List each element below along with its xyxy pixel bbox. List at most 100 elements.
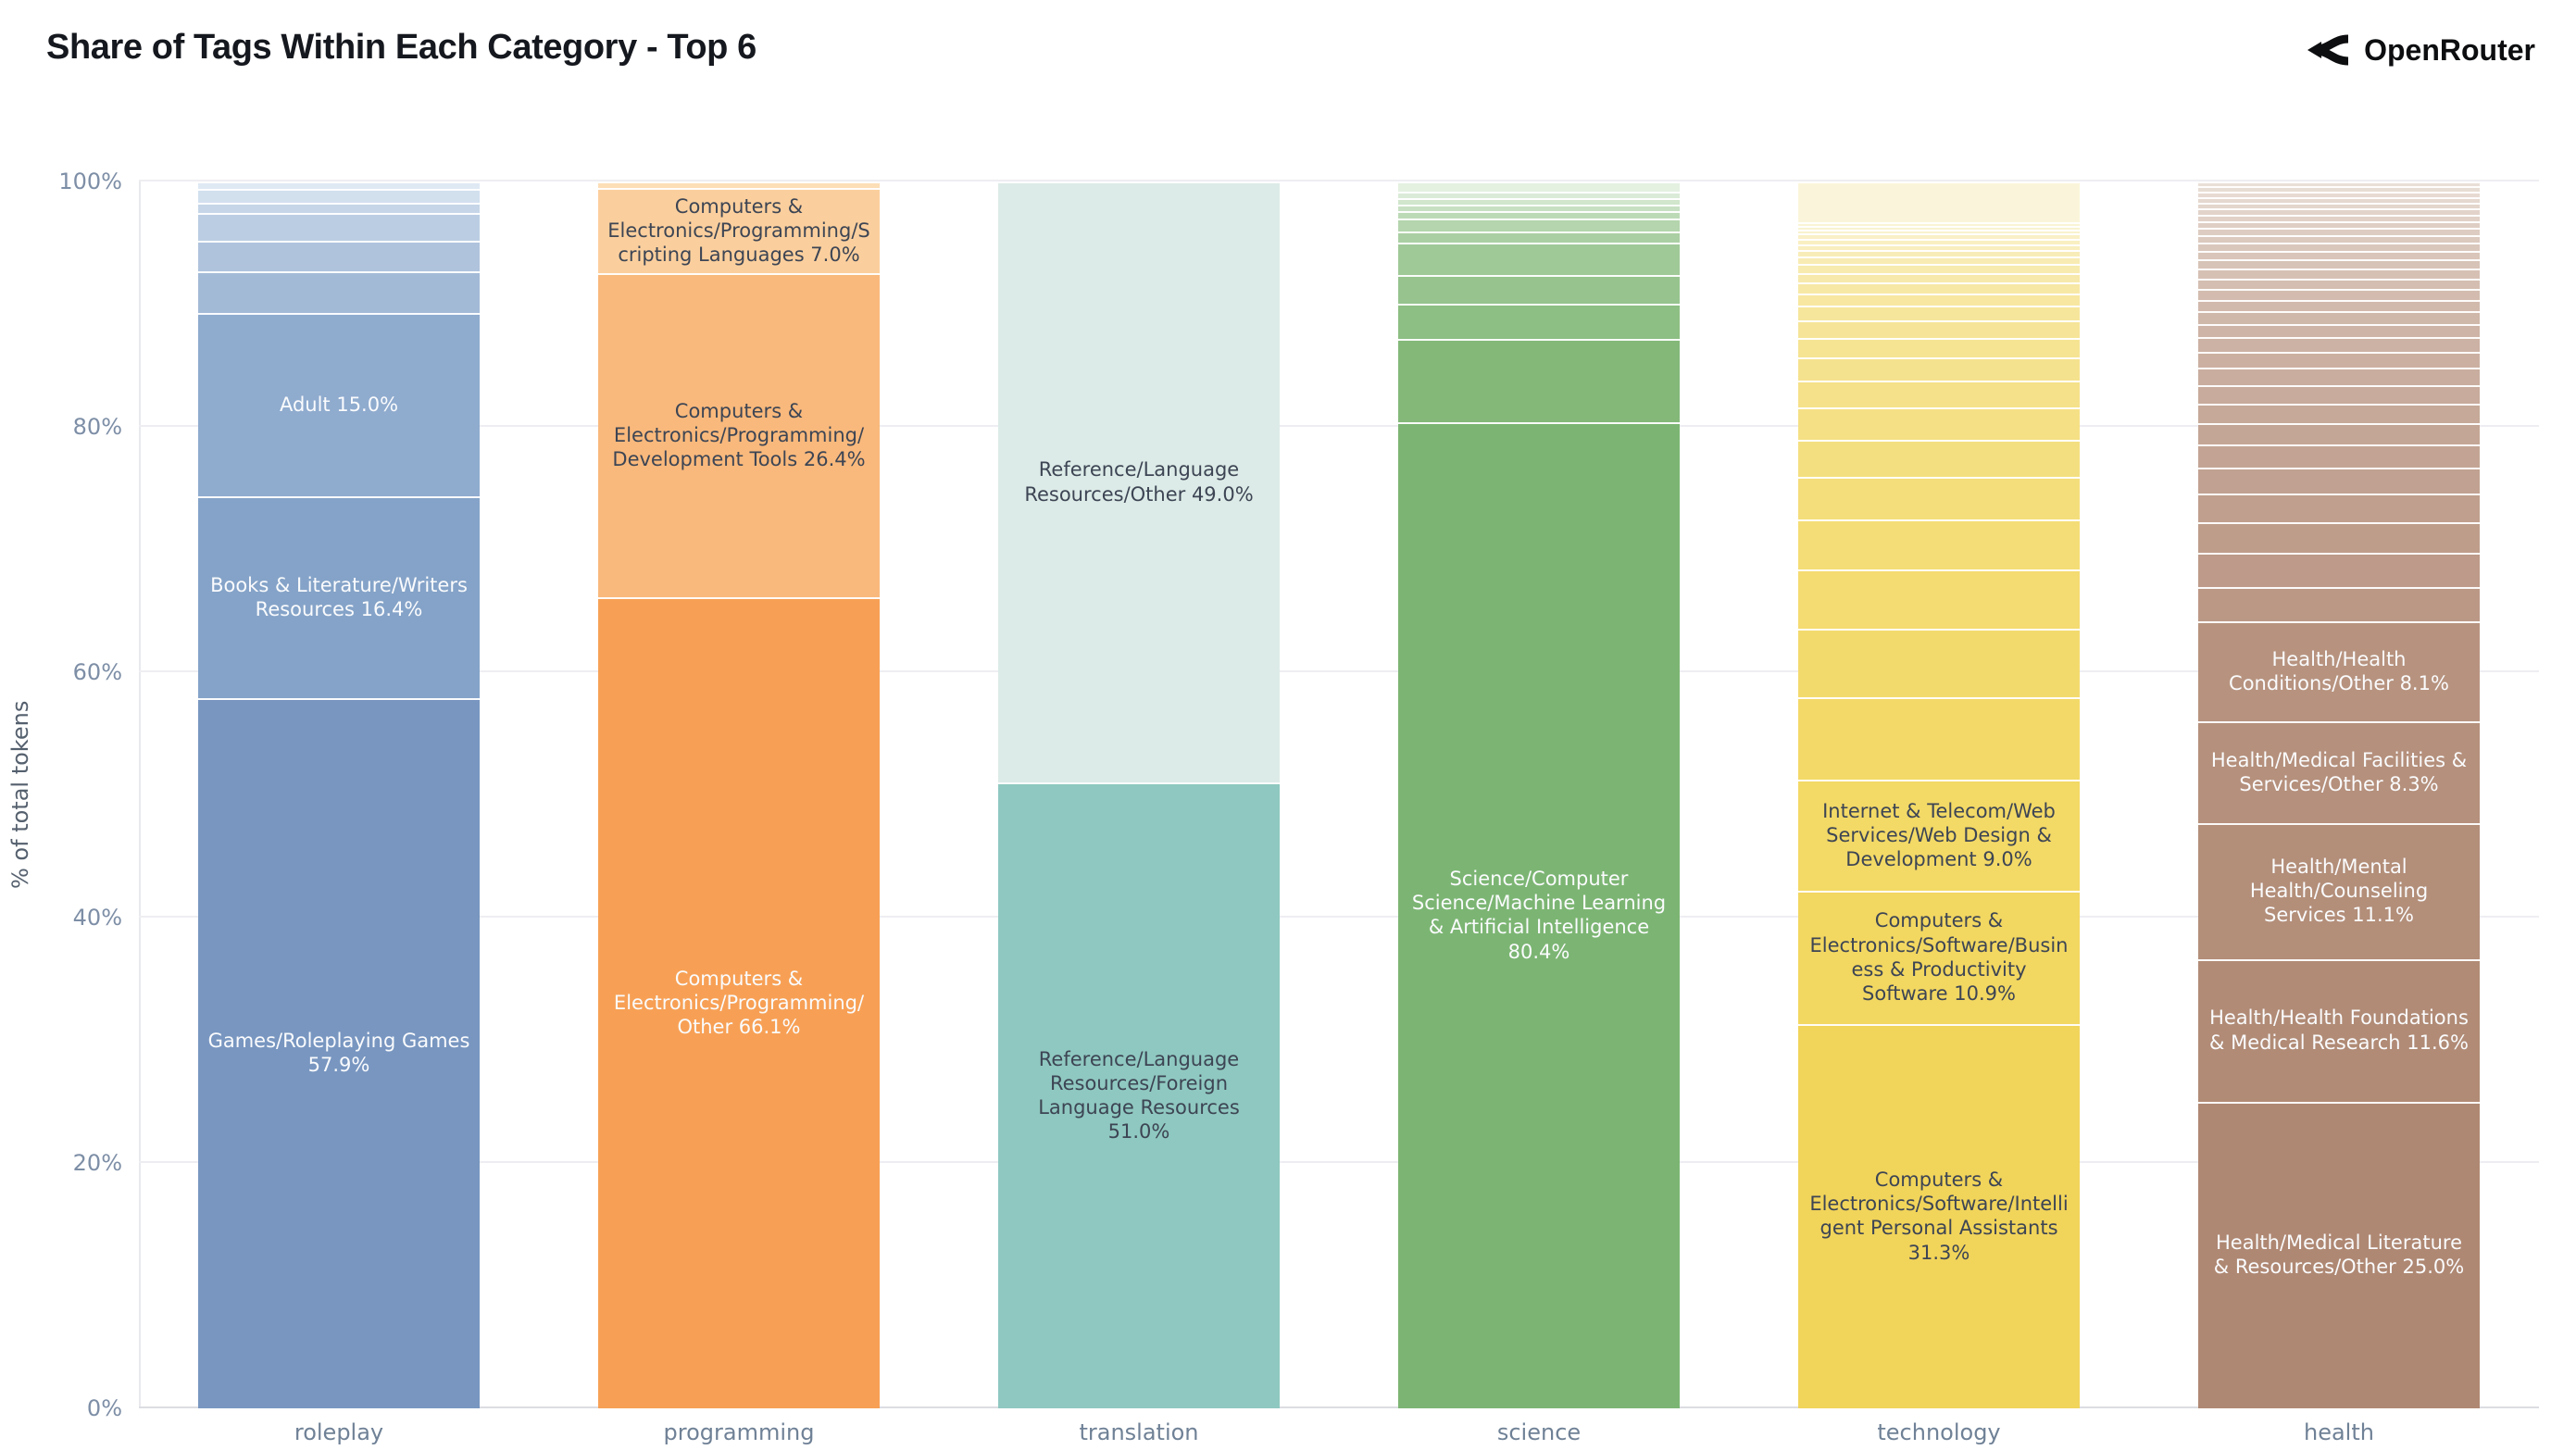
bar-segment: Computers & Electronics/Programming/Othe… bbox=[598, 597, 880, 1408]
bar-segment bbox=[2198, 352, 2480, 369]
bar-segment bbox=[1398, 205, 1680, 212]
bar-segment bbox=[1798, 381, 2080, 408]
bar-segment bbox=[1798, 238, 2080, 244]
bar-roleplay: Adult 15.0% Books & Literature/Writers Re… bbox=[198, 181, 480, 1408]
bar-segment: Health/Mental Health/Counseling Services… bbox=[2198, 822, 2480, 959]
bar-segment bbox=[2198, 214, 2480, 222]
bar-segment bbox=[2198, 228, 2480, 236]
bar-segment: Adult 15.0% bbox=[198, 312, 480, 497]
openrouter-wordmark: OpenRouter bbox=[2364, 32, 2535, 67]
segment-label: Games/Roleplaying Games 57.9% bbox=[207, 1030, 470, 1077]
bar-segment bbox=[1798, 628, 2080, 697]
bar-segment: Computers & Electronics/Software/Busines… bbox=[1798, 890, 2080, 1025]
segment-label: Computers & Electronics/Programming/Othe… bbox=[613, 967, 865, 1039]
bar-segment: Science/Computer Science/Machine Learnin… bbox=[1398, 421, 1680, 1408]
bar-slot-programming: Computers & Electronics/Programming/Scri… bbox=[539, 181, 939, 1445]
segment-label: Computers & Electronics/Programming/Deve… bbox=[612, 399, 866, 471]
segment-label: Health/Health Foundations & Medical Rese… bbox=[2209, 1006, 2469, 1054]
bar-segment: Reference/Language Resources/Other 49.0% bbox=[998, 181, 1280, 783]
bar-segment bbox=[2198, 259, 2480, 269]
bar-segment bbox=[598, 181, 880, 188]
segment-label: Reference/Language Resources/Foreign Lan… bbox=[1038, 1047, 1240, 1144]
y-tick-label: 80% bbox=[72, 414, 122, 440]
bar-segment bbox=[2198, 422, 2480, 445]
bar-segment bbox=[1798, 294, 2080, 306]
bar-segment: Computers & Electronics/Software/Intelli… bbox=[1798, 1024, 2080, 1408]
bar-segment bbox=[1398, 191, 1680, 198]
gridline bbox=[139, 425, 2539, 427]
bar-segment: Computers & Electronics/Programming/Scri… bbox=[598, 187, 880, 274]
bar-technology: Internet & Telecom/Web Services/Web Desi… bbox=[1798, 181, 2080, 1408]
bar-translation: Reference/Language Resources/Other 49.0%… bbox=[998, 181, 1280, 1408]
bar-segment bbox=[1798, 229, 2080, 234]
bar-slot-technology: Internet & Telecom/Web Services/Web Desi… bbox=[1739, 181, 2139, 1445]
bar-segment bbox=[2198, 299, 2480, 312]
bar-segment bbox=[198, 188, 480, 203]
bar-segment bbox=[2198, 311, 2480, 324]
bar-segment bbox=[1798, 306, 2080, 321]
bar-segment bbox=[2198, 494, 2480, 522]
bar-segment bbox=[1398, 243, 1680, 275]
bar-segment bbox=[198, 181, 480, 189]
bar-segment: Health/Medical Literature & Resources/Ot… bbox=[2198, 1101, 2480, 1408]
gridline bbox=[139, 916, 2539, 918]
bar-segment bbox=[1798, 569, 2080, 629]
bar-slot-roleplay: Adult 15.0% Books & Literature/Writers Re… bbox=[139, 181, 539, 1445]
segment-label: Health/Mental Health/Counseling Services… bbox=[2249, 855, 2429, 927]
bar-segment bbox=[1798, 225, 2080, 230]
bar-segment: Health/Medical Facilities & Services/Oth… bbox=[2198, 720, 2480, 823]
bar-segment bbox=[2198, 235, 2480, 244]
bar-segment bbox=[2198, 521, 2480, 554]
bar-segment bbox=[2198, 181, 2480, 187]
x-category-label: health bbox=[2304, 1419, 2374, 1445]
bar-segment bbox=[1798, 439, 2080, 477]
x-category-label: technology bbox=[1877, 1419, 2001, 1445]
bar-segment: Health/Health Foundations & Medical Rese… bbox=[2198, 958, 2480, 1102]
bar-segment: Internet & Telecom/Web Services/Web Desi… bbox=[1798, 780, 2080, 891]
bar-segment bbox=[2198, 468, 2480, 494]
bar-segment bbox=[2198, 553, 2480, 588]
bar-segment bbox=[1798, 282, 2080, 294]
bar-segment: Books & Literature/Writers Resources 16.… bbox=[198, 496, 480, 698]
segment-label: Reference/Language Resources/Other 49.0% bbox=[1024, 458, 1254, 506]
bar-segment bbox=[1798, 407, 2080, 440]
segment-label: Science/Computer Science/Machine Learnin… bbox=[1411, 867, 1667, 963]
segment-label: Adult 15.0% bbox=[279, 393, 399, 416]
x-category-label: science bbox=[1496, 1419, 1582, 1445]
bar-segment bbox=[1798, 519, 2080, 570]
segment-label: Computers & Electronics/Software/Intelli… bbox=[1809, 1168, 2069, 1264]
bar-segment bbox=[2198, 403, 2480, 423]
y-tick-label: 40% bbox=[72, 905, 122, 931]
y-tick-label: 60% bbox=[72, 659, 122, 685]
bar-segment bbox=[2198, 288, 2480, 300]
bar-segment: Computers & Electronics/Programming/Deve… bbox=[598, 273, 880, 598]
bar-segment bbox=[1398, 218, 1680, 232]
bar-segment bbox=[1398, 231, 1680, 244]
bar-slot-health: Health/Health Conditions/Other 8.1% Healt… bbox=[2139, 181, 2539, 1445]
bar-segment bbox=[1798, 264, 2080, 273]
bar-segment bbox=[198, 270, 480, 313]
segment-label: Computers & Electronics/Software/Busines… bbox=[1809, 909, 2069, 1006]
bar-segment bbox=[2198, 384, 2480, 404]
bar-science: Science/Computer Science/Machine Learnin… bbox=[1398, 181, 1680, 1408]
bar-segment bbox=[1798, 250, 2080, 257]
bar-segment bbox=[2198, 191, 2480, 197]
x-category-label: programming bbox=[663, 1419, 815, 1445]
bar-slot-translation: Reference/Language Resources/Other 49.0%… bbox=[939, 181, 1339, 1445]
y-axis-line bbox=[139, 181, 141, 1408]
bar-segment bbox=[1798, 233, 2080, 239]
bar-health: Health/Health Conditions/Other 8.1% Healt… bbox=[2198, 181, 2480, 1408]
bar-segment bbox=[1798, 697, 2080, 781]
segment-label: Internet & Telecom/Web Services/Web Desi… bbox=[1822, 799, 2056, 871]
openrouter-logo: OpenRouter bbox=[2306, 31, 2535, 69]
x-category-label: roleplay bbox=[294, 1419, 384, 1445]
bar-segment bbox=[1398, 197, 1680, 206]
gridline bbox=[139, 1406, 2539, 1408]
bar-segment bbox=[1798, 256, 2080, 265]
bar-segment bbox=[2198, 186, 2480, 192]
gridline bbox=[139, 670, 2539, 672]
bar-segment bbox=[2198, 196, 2480, 203]
y-axis-ticks: 0% 20% 40% 60% 80% 100% bbox=[0, 169, 131, 1421]
gridline bbox=[139, 1161, 2539, 1163]
bar-segment bbox=[1398, 304, 1680, 339]
